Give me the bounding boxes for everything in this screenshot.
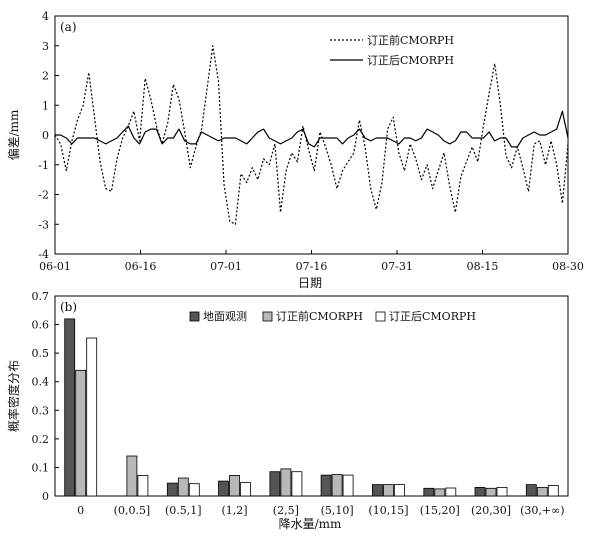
y-tick-label: -1 bbox=[38, 159, 49, 172]
bar-before bbox=[229, 474, 240, 497]
x-tick-label: (2,5] bbox=[273, 504, 299, 517]
series-line-before bbox=[54, 45, 569, 225]
x-tick-label: (15,20] bbox=[420, 504, 460, 517]
x-tick-label: 08-30 bbox=[552, 260, 584, 273]
bar-observed bbox=[423, 487, 435, 497]
legend-label-after: 订正后CMORPH bbox=[367, 54, 454, 67]
y-tick-label: 0.4 bbox=[32, 376, 50, 389]
panel-b-label: (b) bbox=[60, 300, 77, 314]
panel-a-label: (a) bbox=[60, 20, 77, 34]
bar-observed bbox=[166, 482, 178, 497]
y-tick-label: 0.3 bbox=[32, 404, 50, 417]
series-line-after bbox=[55, 110, 569, 148]
legend-label-before: 订正前CMORPH bbox=[276, 309, 363, 323]
bar-before bbox=[331, 474, 343, 497]
x-tick-label: (5,10] bbox=[321, 504, 354, 517]
bar-after bbox=[342, 474, 354, 497]
x-tick-label: 07-16 bbox=[296, 260, 328, 273]
bar-after bbox=[240, 482, 251, 497]
bar-before bbox=[434, 488, 446, 497]
y-tick-label: 0 bbox=[42, 129, 49, 142]
panel-b-y-axis: 0 0.1 0.2 0.3 0.4 0.5 0.6 0.7 bbox=[32, 290, 59, 503]
bar-before bbox=[75, 369, 87, 497]
bar-before bbox=[126, 455, 138, 497]
panel-b-plot-frame bbox=[54, 295, 569, 497]
panel-a: (a) 日期 偏差/mm 4 3 2 1 0 -1 -2 -3 -4 06-01 06-16 07-… bbox=[6, 10, 584, 290]
bar-after bbox=[445, 487, 457, 497]
panel-a-x-axis: 06-01 06-16 07-01 07-16 07-31 08-15 08-30 bbox=[39, 250, 584, 273]
bar-observed bbox=[371, 484, 383, 497]
y-tick-label: 3 bbox=[42, 40, 49, 53]
x-tick-label: 06-01 bbox=[39, 260, 71, 273]
y-tick-label: 2 bbox=[42, 70, 49, 83]
x-tick-label: (1,2] bbox=[222, 504, 248, 517]
panel-b-legend: 地面观测 订正前CMORPH 订正后CMORPH bbox=[189, 309, 476, 323]
y-tick-label: -2 bbox=[38, 189, 49, 202]
panel-b-ylabel: 概率密度分布 bbox=[6, 360, 21, 432]
y-tick-label: 0.2 bbox=[32, 433, 50, 446]
bar-after bbox=[137, 474, 149, 497]
panel-b-x-axis: 0 (0,0.5] (0.5,1] (1,2] (2,5] (5,10] (10,15] (1… bbox=[77, 504, 564, 517]
legend-label-observed: 地面观测 bbox=[203, 310, 247, 323]
legend-label-after: 订正后CMORPH bbox=[389, 310, 476, 323]
bar-before bbox=[177, 477, 189, 497]
y-tick-label: 0.5 bbox=[32, 347, 50, 360]
panel-a-legend: 订正前CMORPH 订正后CMORPH bbox=[330, 33, 454, 67]
y-tick-label: 0.1 bbox=[32, 461, 50, 474]
bar-observed bbox=[320, 474, 332, 497]
x-tick-label: (30,+∞) bbox=[520, 504, 564, 517]
y-tick-label: -3 bbox=[38, 218, 49, 231]
bar-after bbox=[291, 471, 303, 497]
x-tick-label: 0 bbox=[77, 504, 84, 517]
panel-b-bars bbox=[64, 318, 559, 497]
bar-before bbox=[382, 484, 394, 497]
panel-b-xlabel: 降水量/mm bbox=[279, 517, 342, 531]
bar-after bbox=[496, 486, 508, 497]
legend-label-before: 订正前CMORPH bbox=[367, 33, 454, 47]
x-tick-label: 08-15 bbox=[467, 260, 499, 273]
bar-observed bbox=[64, 318, 76, 497]
bar-after bbox=[188, 483, 200, 497]
x-tick-label: (10,15] bbox=[368, 504, 408, 517]
x-tick-label: 07-01 bbox=[210, 260, 242, 273]
legend-swatch-after bbox=[375, 311, 386, 322]
y-tick-label: 0 bbox=[42, 490, 49, 503]
bar-after bbox=[547, 484, 559, 497]
legend-swatch-before bbox=[262, 311, 273, 322]
y-tick-label: 1 bbox=[42, 99, 49, 112]
panel-a-xlabel: 日期 bbox=[298, 276, 322, 290]
x-tick-label: (20,30] bbox=[471, 504, 511, 517]
panel-a-ylabel: 偏差/mm bbox=[6, 109, 21, 160]
legend-swatch-observed bbox=[189, 311, 200, 322]
bar-after bbox=[86, 337, 98, 497]
x-tick-label: 07-31 bbox=[381, 260, 413, 273]
bar-observed bbox=[218, 480, 229, 497]
x-tick-label: (0.5,1] bbox=[165, 504, 202, 517]
y-tick-label: 4 bbox=[42, 10, 49, 23]
bar-observed bbox=[474, 486, 486, 497]
y-tick-label: -4 bbox=[38, 248, 49, 261]
bar-before bbox=[536, 486, 548, 497]
x-tick-label: (0,0.5] bbox=[114, 504, 151, 517]
y-tick-label: 0.6 bbox=[32, 319, 50, 332]
bar-observed bbox=[269, 471, 281, 497]
bar-before bbox=[485, 487, 497, 497]
y-tick-label: 0.7 bbox=[32, 290, 50, 303]
x-tick-label: 06-16 bbox=[125, 260, 157, 273]
panel-a-y-axis: 4 3 2 1 0 -1 -2 -3 -4 bbox=[38, 10, 59, 261]
bar-after bbox=[393, 484, 405, 497]
bar-before bbox=[280, 468, 292, 497]
bar-observed bbox=[525, 484, 537, 497]
panel-b: (b) 降水量/mm 概率密度分布 0 0.1 0.2 0.3 0.4 0.5 0.6 0.7… bbox=[6, 290, 569, 531]
panel-a-series bbox=[54, 45, 569, 225]
